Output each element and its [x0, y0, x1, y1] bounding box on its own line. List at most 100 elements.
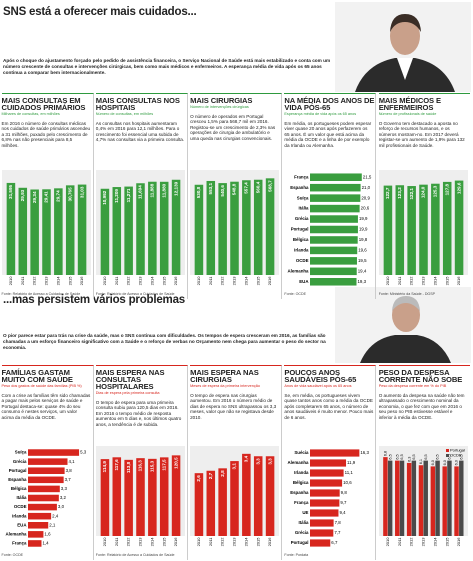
value-label: 560,4: [256, 181, 261, 193]
y-tick-label: Espanha: [8, 477, 27, 482]
value-label: 568,7: [267, 180, 272, 192]
panel-subtitle: Milhares de consultas, em milhões: [1, 112, 60, 116]
bar: [136, 458, 145, 536]
value-label: 6,5: [400, 454, 404, 459]
bar: [159, 181, 169, 275]
panel-subtitle: Anos de vida saudável após os 65 anos: [284, 384, 352, 388]
y-tick-label: UE: [303, 510, 309, 515]
panel-title: POUCOS ANOS SAUDÁVEIS PÓS-65: [284, 368, 357, 384]
y-tick-label: Suíça: [297, 195, 309, 200]
value-label: 540,6: [220, 185, 225, 197]
x-tick-label: 2016: [79, 276, 84, 286]
y-tick-label: Itália: [299, 520, 310, 525]
chart: 2,6 2010 2,7 2011 2,8 2012 3,1 2013 3,4 2014 3,3 20…: [190, 446, 280, 547]
bar: [206, 180, 216, 275]
y-tick-label: Espanha: [291, 490, 310, 495]
bar: [399, 460, 404, 536]
x-tick-label: 2015: [161, 537, 166, 547]
panel: MAIS ESPERA NAS CONSULTAS HOSPITALARES Di…: [95, 365, 188, 560]
y-tick-label: França: [12, 541, 27, 546]
value-label: 9,4: [340, 510, 347, 515]
panel-subtitle: Peso dos gastos de saúde das famílias (P…: [1, 384, 82, 388]
bar: [254, 456, 263, 536]
x-tick-label: 2015: [67, 276, 72, 286]
value-label: 11,1: [345, 470, 354, 475]
panel-title: MAIS ESPERA NAS CONSULTAS HOSPITALARES: [95, 368, 165, 391]
panel-text: Em 2016 o número de consultas médicas no…: [1, 120, 91, 148]
y-tick-label: Irlanda: [12, 513, 27, 518]
y-tick-label: França: [294, 500, 309, 505]
panel-title: MAIS ESPERA NAS CIRURGIAS: [190, 368, 259, 384]
bar: [100, 459, 109, 536]
bar: [310, 539, 331, 547]
bar: [310, 529, 334, 537]
value-label: 19,6: [359, 248, 368, 253]
legend-swatch: [445, 449, 449, 452]
bar: [394, 460, 400, 536]
legend-label: OCDE: [450, 453, 462, 458]
chart: 122,7 2010 123,2 2011 122,1 2012 124,0 2013 125,…: [378, 170, 468, 286]
y-tick-label: Portugal: [8, 468, 26, 473]
value-label: 19,5: [358, 258, 367, 263]
value-label: 3,7: [64, 477, 71, 482]
value-label: 11,880: [161, 183, 166, 197]
legend-label: Portugal: [450, 448, 465, 453]
panel-subtitle: Número de profissionais de saúde: [378, 112, 437, 116]
y-tick-label: OCDE: [296, 258, 309, 263]
bar: [218, 468, 228, 536]
source: Fonte: Relatório de Acesso a Cuidados de…: [1, 292, 81, 296]
value-label: 127,8: [444, 183, 449, 195]
value-label: 122,7: [385, 187, 390, 199]
panel-text: O tempo de espera nas cirurgias aumentou…: [190, 392, 277, 420]
value-label: 6,5: [447, 454, 451, 459]
y-tick-label: Irlanda: [294, 470, 309, 475]
x-tick-label: 2015: [161, 276, 166, 286]
value-label: 11,271: [126, 188, 131, 202]
bar: [27, 522, 48, 529]
value-label: 11,209: [114, 189, 119, 203]
value-label: 557,4: [244, 182, 249, 194]
value-label: 19,3: [358, 279, 367, 284]
bar: [310, 204, 361, 213]
value-label: 29,93: [20, 189, 25, 201]
y-tick-label: Alemanha: [5, 532, 27, 537]
panel: MAIS ESPERA NAS CIRURGIAS Meses de espera…: [190, 365, 283, 560]
value-label: 29,41: [43, 191, 48, 203]
value-label: 122,1: [409, 188, 414, 200]
x-tick-label: 2016: [267, 537, 272, 547]
value-label: 10,6: [343, 480, 352, 485]
value-label: 114,9: [102, 461, 107, 473]
x-tick-label: 2010: [7, 276, 12, 286]
x-tick-label: 2013: [420, 276, 425, 286]
bar: [310, 215, 359, 223]
bar: [310, 257, 358, 265]
bar: [430, 183, 440, 275]
value-label: 31,03: [79, 186, 84, 198]
x-tick-label: 2010: [196, 276, 201, 286]
value-label: 19,9: [359, 227, 368, 232]
value-label: 6,7: [332, 540, 339, 545]
bar: [423, 460, 428, 536]
bar: [442, 181, 452, 275]
y-tick-label: França: [294, 174, 309, 179]
bar: [382, 457, 388, 536]
value-label: 19,4: [358, 268, 367, 273]
x-tick-label: 2010: [102, 537, 107, 547]
bar: [310, 194, 361, 202]
bar: [458, 460, 464, 536]
y-tick-label: Portugal: [291, 540, 309, 545]
x-tick-label: 2012: [408, 537, 413, 547]
panel-subtitle: Peso da despesa corrente em % do PIB: [378, 384, 447, 388]
bar: [65, 185, 74, 275]
value-label: 29,74: [55, 190, 60, 202]
bar: [383, 185, 392, 275]
value-label: 553,1: [208, 183, 213, 195]
bar: [6, 182, 15, 275]
value-label: 2,1: [49, 522, 56, 527]
y-tick-label: Irlanda: [294, 248, 309, 253]
bar: [407, 186, 416, 275]
value-label: 123,2: [397, 187, 402, 199]
y-tick-label: Itália: [16, 495, 27, 500]
bar: [112, 187, 121, 275]
